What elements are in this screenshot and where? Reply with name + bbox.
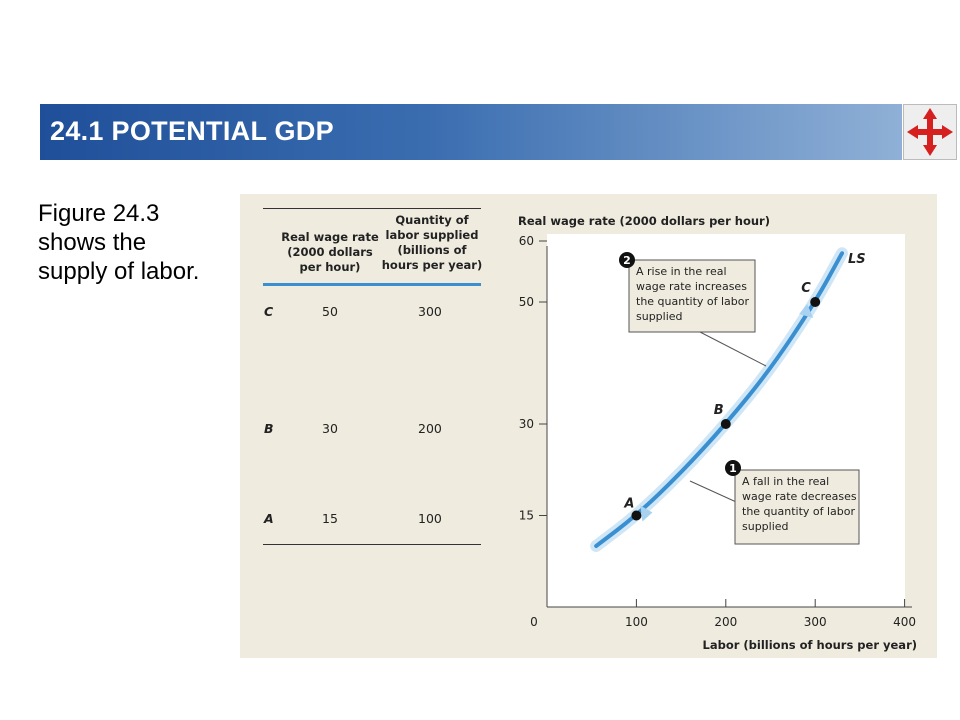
- table-row-quantity: 300: [418, 304, 442, 319]
- y-tick-label: 30: [519, 417, 534, 431]
- table-header-quantity: Quantity of labor supplied (billions of …: [381, 213, 483, 272]
- point-label: C: [801, 281, 811, 296]
- annotation-marker: [725, 460, 741, 476]
- figure-caption: Figure 24.3 shows the supply of labor.: [38, 200, 200, 285]
- y-axis-label: Real wage rate (2000 dollars per hour): [518, 214, 770, 228]
- x-tick-label: 400: [893, 615, 916, 629]
- annotation-leader-line: [699, 331, 767, 367]
- annotation-box: [628, 259, 756, 333]
- annotation-text-line: the quantity of labor: [636, 295, 750, 308]
- annotation-text-line: wage rate decreases: [742, 490, 857, 503]
- table-row-label: C: [264, 304, 274, 319]
- table-row-label: A: [264, 511, 274, 526]
- x-axis-label: Labor (billions of hours per year): [703, 638, 917, 652]
- page-title: 24.1 POTENTIAL GDP: [50, 116, 334, 146]
- figure-panel: Real wage rate (2000 dollars per hour) Q…: [240, 194, 937, 658]
- navigation-button[interactable]: [903, 104, 957, 160]
- labor-supply-chart: 15 30 50 60 0 100 200 300 400 Real wage rate (200…: [518, 214, 917, 652]
- series-label: LS: [848, 252, 866, 267]
- x-tick-label: 200: [714, 615, 737, 629]
- data-point: [810, 297, 821, 307]
- y-tick-label: 15: [519, 509, 534, 523]
- down-arrow-highlight: [640, 505, 653, 522]
- data-point: [720, 419, 731, 429]
- table-header-rule: [263, 283, 481, 286]
- up-arrow-highlight: [799, 304, 814, 318]
- annotation-text-line: A rise in the real: [636, 265, 727, 278]
- labor-supply-curve: [594, 251, 845, 548]
- x-tick-label: 100: [625, 615, 648, 629]
- annotation-marker: [619, 252, 635, 268]
- table-row-quantity: 200: [418, 421, 442, 436]
- four-way-arrow-icon: [907, 108, 953, 156]
- annotation-text-line: the quantity of labor: [742, 505, 856, 518]
- annotation-box: [734, 469, 860, 545]
- y-tick-label: 60: [519, 234, 534, 248]
- table-row-wage: 50: [322, 304, 338, 319]
- table-bottom-rule: [263, 544, 481, 545]
- table-row-wage: 30: [322, 421, 338, 436]
- annotation-text-line: supplied: [742, 520, 789, 533]
- table-row-wage: 15: [322, 511, 338, 526]
- data-point: [631, 510, 642, 521]
- point-label: B: [714, 403, 724, 418]
- table-row-label: B: [264, 421, 274, 436]
- title-bar: 24.1 POTENTIAL GDP: [40, 104, 902, 160]
- point-label: A: [623, 497, 634, 512]
- annotation-marker-number: 1: [729, 462, 737, 475]
- table-header-wage: Real wage rate (2000 dollars per hour): [281, 230, 379, 274]
- x-tick-label: 300: [804, 615, 827, 629]
- x-tick-label: 0: [530, 615, 538, 629]
- y-tick-label: 50: [519, 295, 534, 309]
- annotation-text-line: A fall in the real: [742, 475, 829, 488]
- annotation-text-line: wage rate increases: [636, 280, 747, 293]
- table-top-rule: [263, 208, 481, 209]
- annotation-text-line: supplied: [636, 310, 683, 323]
- table-row-quantity: 100: [418, 511, 442, 526]
- annotation-marker-number: 2: [623, 254, 631, 267]
